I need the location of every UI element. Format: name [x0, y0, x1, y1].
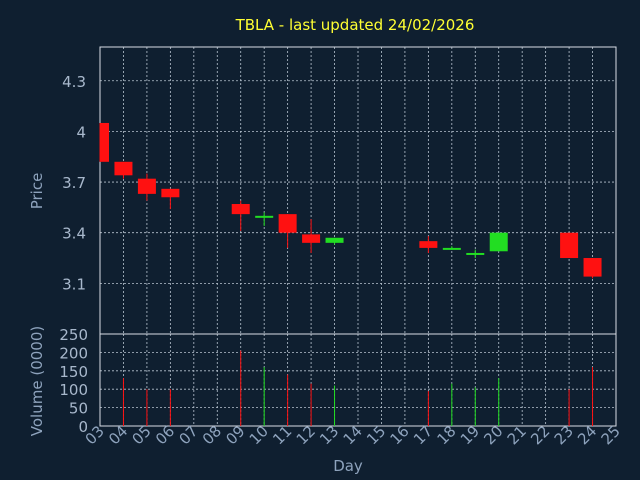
x-ticks: 0304050607080910111213141516171819202122…: [82, 422, 624, 448]
candlesticks: [99, 122, 602, 279]
candle-body: [278, 214, 297, 233]
candle-body: [100, 122, 109, 162]
price-grid: [99, 47, 617, 334]
volume-y-tick-label: 250: [59, 326, 88, 344]
candle-body: [255, 215, 274, 218]
volume-y-tick-label: 0: [78, 418, 88, 436]
candle-body: [137, 178, 156, 194]
volume-grid: [99, 333, 617, 427]
price-y-tick-label: 3.4: [62, 225, 86, 243]
volume-panel-frame: [99, 333, 617, 427]
volume-y-tick-label: 200: [59, 344, 88, 362]
candle-body: [231, 204, 250, 215]
volume-y-tick-label: 150: [59, 363, 88, 381]
candle-body: [325, 237, 344, 243]
x-axis-label: Day: [333, 457, 363, 475]
candle-body: [442, 247, 461, 250]
y-axis-label-volume: Volume (0000): [28, 326, 46, 436]
candle-body: [583, 258, 602, 277]
y-axis-label-price: Price: [28, 173, 46, 210]
price-y-tick-label: 3.1: [62, 275, 86, 293]
candle-body: [161, 188, 180, 198]
candle-body: [114, 161, 133, 176]
candle-body: [560, 232, 579, 259]
price-y-tick-label: 3.7: [62, 174, 86, 192]
volume-bars: [122, 350, 594, 426]
candle-body: [466, 252, 485, 255]
volume-y-tick-label: 100: [59, 381, 88, 399]
price-y-ticks: 4.3 4 3.7 3.4 3.1: [62, 73, 86, 294]
price-y-tick-label: 4.3: [62, 73, 86, 91]
price-y-tick-label: 4: [76, 123, 86, 141]
volume-y-tick-label: 50: [69, 400, 88, 418]
candle-body: [489, 232, 508, 252]
candle-body: [419, 241, 438, 248]
chart-title: TBLA - last updated 24/02/2026: [235, 16, 475, 34]
candle-body: [302, 234, 321, 243]
